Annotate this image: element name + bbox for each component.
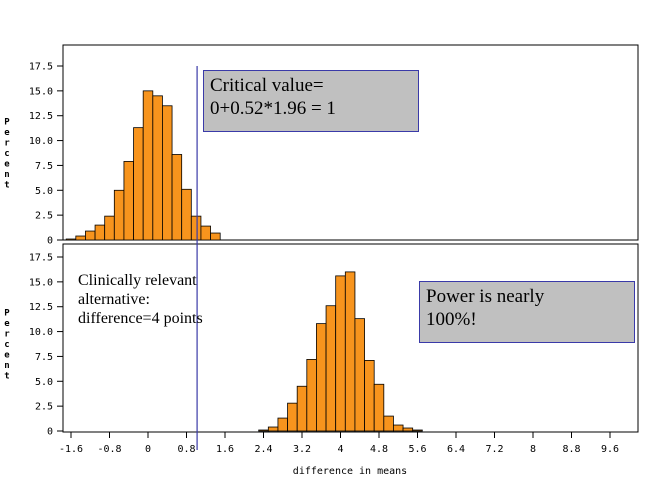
power-box: Power is nearly 100%! [419, 281, 635, 343]
power-text-1: Power is nearly [426, 286, 545, 307]
xtick-label: 8.8 [562, 444, 580, 455]
bottom-bar [373, 383, 385, 432]
xtick-label: 0.8 [177, 444, 195, 455]
top-ytick-label: 15.0 [29, 86, 53, 97]
clinical-note-text-1: Clinically relevant [78, 272, 197, 289]
top-bar [85, 230, 96, 241]
top-bar [152, 95, 163, 241]
top-ytick-label: 0 [47, 236, 53, 247]
xtick-label: 9.6 [601, 444, 619, 455]
bottom-ylabel-letter: n [4, 361, 9, 371]
top-ytick-label: 17.5 [29, 62, 53, 73]
xtick-label: 2.4 [254, 444, 272, 455]
top-ytick-label: 5.0 [35, 186, 53, 197]
bottom-ytick-label: 2.5 [35, 402, 53, 413]
x-axis-title: difference in means [293, 466, 407, 477]
xtick-label: 7.2 [485, 444, 503, 455]
top-ylabel-letter: P [4, 118, 10, 128]
bottom-ytick-label: 10.0 [29, 327, 53, 338]
top-ytick-label: 12.5 [29, 111, 53, 122]
top-bar [162, 105, 173, 241]
top-ylabel-letter: n [4, 170, 9, 180]
xtick-label: 3.2 [293, 444, 311, 455]
axes: 02.55.07.510.012.515.017.5Percent02.55.0… [4, 62, 619, 478]
xtick-label: 8 [530, 444, 536, 455]
top-ylabel-letter: e [4, 128, 10, 138]
bottom-bar [258, 429, 269, 432]
bottom-bar [335, 275, 346, 432]
bottom-ylabel-letter: t [4, 372, 9, 382]
top-bar [181, 188, 192, 241]
bottom-bar [344, 271, 356, 432]
bottom-ylabel-letter: c [4, 340, 9, 350]
bottom-bar [277, 417, 288, 432]
clinical-note-text-2: alternative: [78, 291, 150, 309]
top-bar [65, 238, 77, 241]
top-bar [104, 215, 115, 241]
bottom-ytick-label: 15.0 [29, 277, 53, 288]
bottom-bar [267, 426, 279, 432]
critical-value-box: Critical value= 0+0.52*1.96 = 1 [203, 70, 419, 132]
top-ylabel-letter: e [4, 160, 10, 170]
top-ylabel-letter: t [4, 181, 9, 191]
top-bar [171, 154, 183, 241]
bottom-bar [287, 402, 298, 432]
top-bar [113, 189, 125, 241]
critical-value-text-2: 0+0.52*1.96 = 1 [210, 97, 336, 119]
bottom-ytick-label: 7.5 [35, 352, 53, 363]
xtick-label: 0 [145, 444, 151, 455]
bottom-ytick-label: 12.5 [29, 302, 53, 313]
top-histogram-bars [65, 90, 221, 241]
xtick-label: 4 [337, 444, 343, 455]
xtick-label: -0.8 [97, 444, 121, 455]
clinical-note-text-3: difference=4 points [78, 310, 203, 328]
bottom-bar [306, 359, 317, 432]
top-bar [190, 215, 202, 241]
bottom-bar [316, 323, 327, 432]
critical-value-text-1: Critical value= [210, 75, 324, 96]
top-bar [210, 232, 221, 241]
bottom-bar [402, 427, 414, 432]
bottom-panel-frame [62, 243, 639, 433]
bottom-ylabel-letter: P [4, 309, 10, 319]
bottom-bar [296, 385, 308, 432]
top-bar [142, 90, 154, 241]
bottom-bar [354, 318, 365, 432]
power-text-2: 100%! [426, 308, 477, 330]
top-ylabel-letter: r [4, 139, 10, 149]
xtick-label: 6.4 [447, 444, 465, 455]
bottom-ytick-label: 5.0 [35, 377, 53, 388]
top-panel-frame [62, 44, 639, 241]
top-bar [200, 225, 211, 241]
top-ylabel-letter: c [4, 149, 9, 159]
top-bar [123, 161, 134, 241]
bottom-ylabel-letter: e [4, 319, 10, 329]
top-bar [94, 224, 106, 241]
top-bar [75, 235, 86, 241]
bottom-histogram-bars [258, 271, 423, 432]
bottom-ylabel-letter: e [4, 351, 10, 361]
bottom-bar [364, 360, 375, 432]
bottom-ytick-label: 17.5 [29, 253, 53, 264]
xtick-label: 4.8 [370, 444, 388, 455]
bottom-bar [393, 424, 404, 432]
clinical-alternative-note: Clinically relevant alternative: differe… [78, 271, 258, 329]
xtick-label: 1.6 [216, 444, 234, 455]
top-ytick-label: 2.5 [35, 211, 53, 222]
bottom-bar [325, 305, 337, 432]
bottom-bar [383, 415, 394, 432]
bottom-bar [412, 429, 423, 432]
bottom-ylabel-letter: r [4, 330, 10, 340]
xtick-label: 5.6 [408, 444, 426, 455]
bottom-ytick-label: 0 [47, 427, 53, 438]
top-ytick-label: 10.0 [29, 136, 53, 147]
top-bar [133, 127, 144, 241]
top-ytick-label: 7.5 [35, 161, 53, 172]
xtick-label: -1.6 [59, 444, 83, 455]
